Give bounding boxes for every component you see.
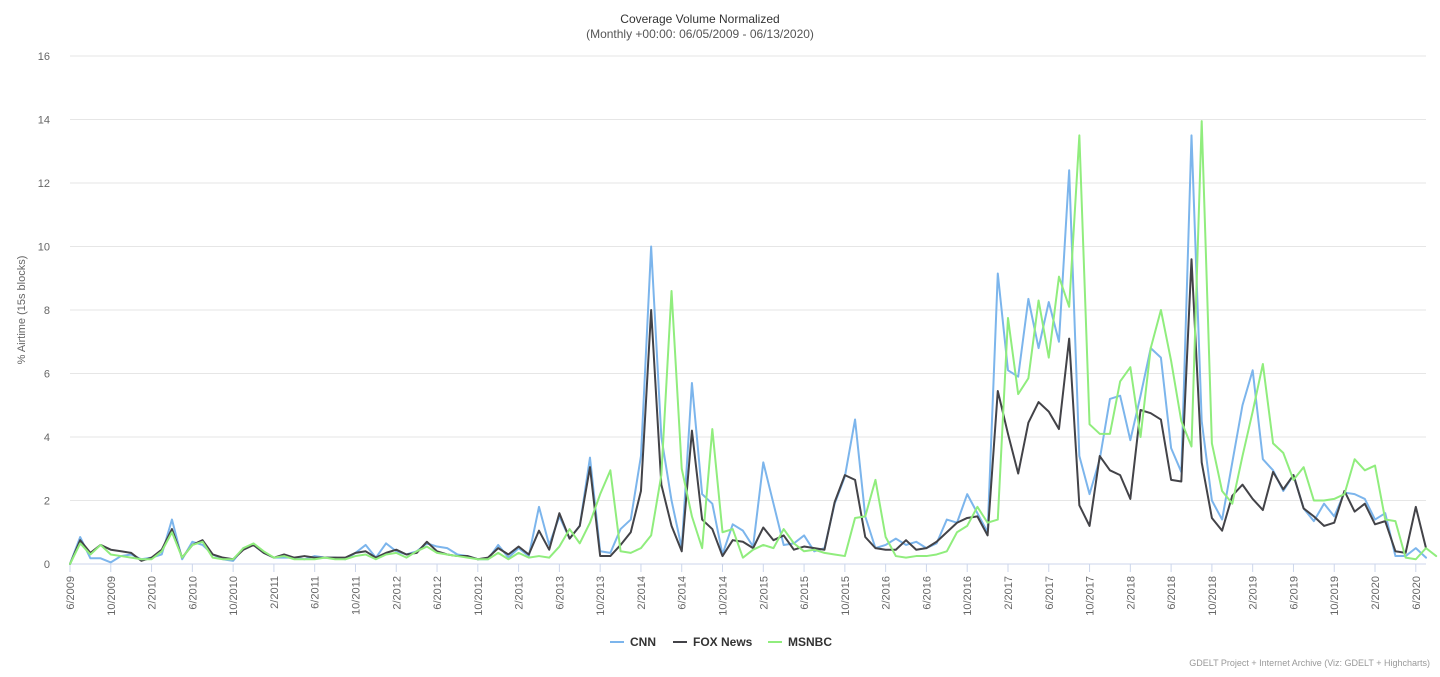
x-tick-label: 2/2011: [269, 576, 281, 609]
x-tick-label: 10/2011: [350, 576, 362, 615]
x-tick-label: 2/2020: [1370, 576, 1382, 610]
x-tick-label: 6/2013: [554, 576, 566, 610]
x-tick-label: 6/2020: [1411, 576, 1423, 610]
x-tick-label: 6/2014: [677, 576, 689, 610]
legend-label: CNN: [630, 635, 656, 649]
x-tick-label: 6/2011: [310, 576, 322, 609]
y-tick-label: 0: [44, 559, 50, 571]
chart-subtitle: (Monthly +00:00: 06/05/2009 - 06/13/2020…: [586, 27, 814, 41]
legend-item-msnbc[interactable]: MSNBC: [768, 635, 832, 649]
x-tick-label: 10/2009: [106, 576, 118, 616]
x-tick-label: 6/2016: [921, 576, 933, 610]
x-tick-label: 6/2009: [65, 576, 77, 610]
legend-item-cnn[interactable]: CNN: [610, 635, 656, 649]
x-tick-label: 6/2010: [187, 576, 199, 610]
y-tick-label: 8: [44, 305, 50, 317]
y-tick-label: 4: [44, 432, 50, 444]
x-tick-label: 2/2010: [147, 576, 159, 610]
y-tick-label: 16: [38, 51, 50, 63]
series-lines: [69, 120, 1438, 565]
x-tick-label: 10/2019: [1329, 576, 1341, 616]
x-axis-ticks: 6/2009 10/2009 2/2010 6/2010 10/2010 2/2011 6/…: [65, 564, 1423, 616]
y-tick-label: 14: [38, 115, 50, 127]
x-tick-label: 2/2013: [514, 576, 526, 610]
y-axis-label: % Airtime (15s blocks): [16, 256, 28, 365]
x-tick-label: 2/2017: [1003, 576, 1015, 610]
x-tick-label: 10/2016: [962, 576, 974, 616]
x-tick-label: 2/2016: [881, 576, 893, 610]
legend-item-fox-news[interactable]: FOX News: [673, 635, 753, 649]
x-tick-label: 10/2014: [718, 576, 730, 616]
x-tick-label: 2/2015: [758, 576, 770, 610]
series-line-msnbc: [69, 120, 1438, 565]
x-tick-label: 6/2012: [432, 576, 444, 610]
y-tick-label: 12: [38, 178, 50, 190]
x-tick-label: 2/2012: [391, 576, 403, 610]
chart-title: Coverage Volume Normalized: [620, 12, 779, 26]
x-tick-label: 10/2018: [1207, 576, 1219, 616]
legend-label: FOX News: [693, 635, 753, 649]
x-tick-label: 6/2015: [799, 576, 811, 610]
x-tick-label: 10/2013: [595, 576, 607, 616]
y-axis-ticks: 0 2 4 6 8 10 12 14 16: [38, 51, 50, 571]
x-tick-label: 6/2019: [1288, 576, 1300, 610]
x-tick-label: 6/2017: [1044, 576, 1056, 610]
chart-credits: GDELT Project + Internet Archive (Viz: G…: [1189, 658, 1430, 668]
x-tick-label: 2/2018: [1125, 576, 1137, 610]
y-tick-label: 2: [44, 496, 50, 508]
y-tick-label: 10: [38, 242, 50, 254]
x-tick-label: 2/2014: [636, 576, 648, 610]
x-tick-label: 10/2010: [228, 576, 240, 616]
series-line-cnn: [69, 134, 1427, 565]
x-tick-label: 10/2015: [840, 576, 852, 616]
y-tick-label: 6: [44, 369, 50, 381]
x-tick-label: 10/2012: [473, 576, 485, 616]
legend: CNN FOX News MSNBC: [610, 635, 832, 649]
x-tick-label: 6/2018: [1166, 576, 1178, 610]
x-tick-label: 2/2019: [1248, 576, 1260, 610]
grid-lines: [70, 55, 1426, 565]
series-line-fox-news: [69, 258, 1427, 565]
legend-label: MSNBC: [788, 635, 832, 649]
x-tick-label: 10/2017: [1085, 576, 1097, 616]
